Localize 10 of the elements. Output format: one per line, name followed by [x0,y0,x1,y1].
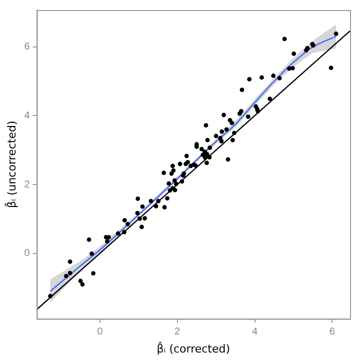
y-tick-label: 0 [24,248,30,260]
x-tick-label: 2 [174,326,181,338]
y-tick-label: 6 [24,42,30,53]
y-axis-title: β̂ᵢ (uncorrected) [4,120,18,208]
x-tick-label: 4 [252,326,258,338]
x-tick-label: 6 [329,326,336,338]
x-axis-title: β̂ᵢ (corrected) [156,341,230,356]
y-tick-label: 4 [24,110,30,122]
y-tick-label: 2 [24,179,30,190]
x-tick-label: 0 [97,326,104,338]
